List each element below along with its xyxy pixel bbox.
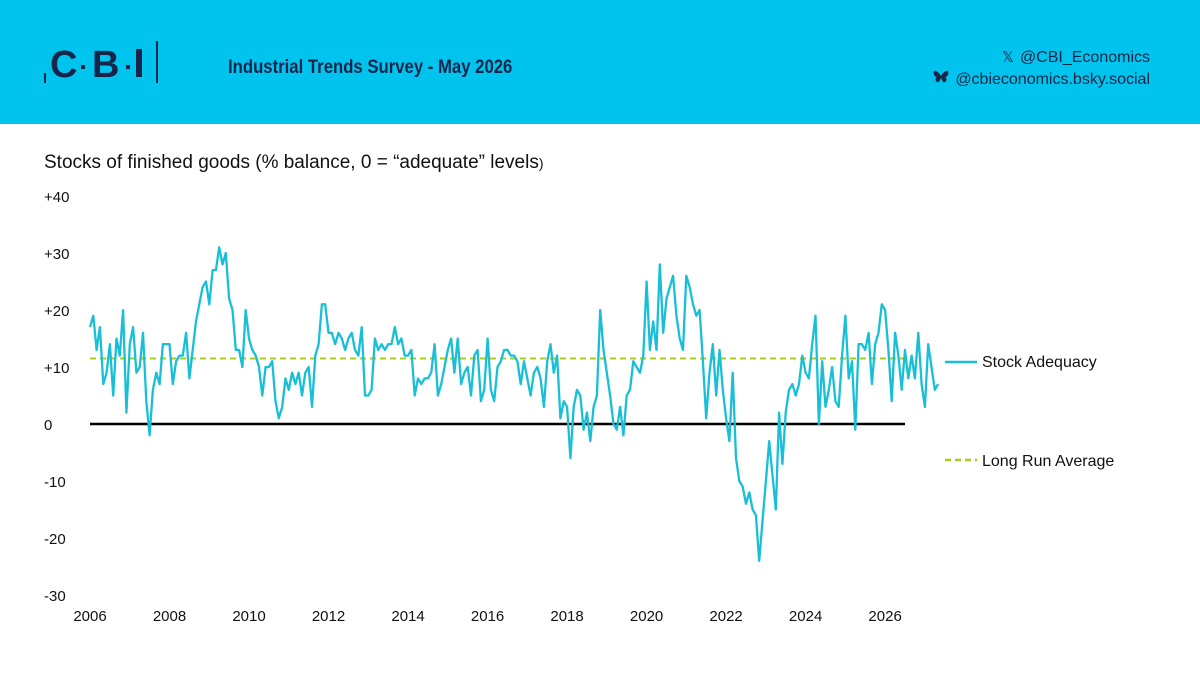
cbi-logo-mark: C B [44, 41, 158, 85]
x-tick-label: 2008 [153, 608, 186, 625]
y-tick-label: +30 [44, 246, 69, 263]
header-banner: C B Industrial Trends Survey - May 2026 … [0, 0, 1200, 124]
x-tick-label: 2024 [789, 608, 822, 625]
x-tick-label: 2014 [391, 608, 424, 625]
x-handle[interactable]: @CBI_Economics [1019, 49, 1150, 66]
x-tick-label: 2010 [232, 608, 265, 625]
social-handles: 𝕏 @CBI_Economics @cbieconomics.bsky.soci… [933, 47, 1150, 91]
x-handle-line: 𝕏 @CBI_Economics [933, 47, 1150, 69]
legend-label-long-run-average: Long Run Average [982, 453, 1114, 470]
svg-text:C: C [50, 44, 77, 85]
chart-title: Stocks of finished goods (% balance, 0 =… [44, 152, 544, 174]
chart-title-main: Stocks of finished goods (% balance, 0 =… [44, 152, 539, 173]
y-tick-label: +40 [44, 189, 69, 206]
x-tick-label: 2022 [709, 608, 742, 625]
x-tick-label: 2012 [312, 608, 345, 625]
x-icon: 𝕏 [1001, 49, 1014, 66]
survey-title: Industrial Trends Survey - May 2026 [228, 57, 513, 78]
x-tick-label: 2020 [630, 608, 663, 625]
bluesky-butterfly-icon [933, 69, 949, 91]
x-tick-label: 2018 [550, 608, 583, 625]
y-tick-label: +10 [44, 360, 69, 377]
x-tick-label: 2006 [73, 608, 106, 625]
y-tick-label: +20 [44, 303, 69, 320]
chart-title-tail: ) [538, 155, 544, 171]
cbi-logo: C B [44, 41, 164, 85]
y-tick-label: -10 [44, 474, 66, 491]
legend-label-stock-adequacy: Stock Adequacy [982, 354, 1097, 371]
svg-text:B: B [92, 44, 119, 85]
stock-adequacy-line [88, 246, 940, 562]
y-tick-label: 0 [44, 417, 52, 434]
bluesky-handle[interactable]: @cbieconomics.bsky.social [955, 71, 1150, 88]
x-tick-label: 2016 [471, 608, 504, 625]
bluesky-handle-line: @cbieconomics.bsky.social [933, 69, 1150, 91]
x-tick-label: 2026 [868, 608, 901, 625]
y-tick-label: -20 [44, 531, 66, 548]
y-tick-label: -30 [44, 588, 66, 605]
